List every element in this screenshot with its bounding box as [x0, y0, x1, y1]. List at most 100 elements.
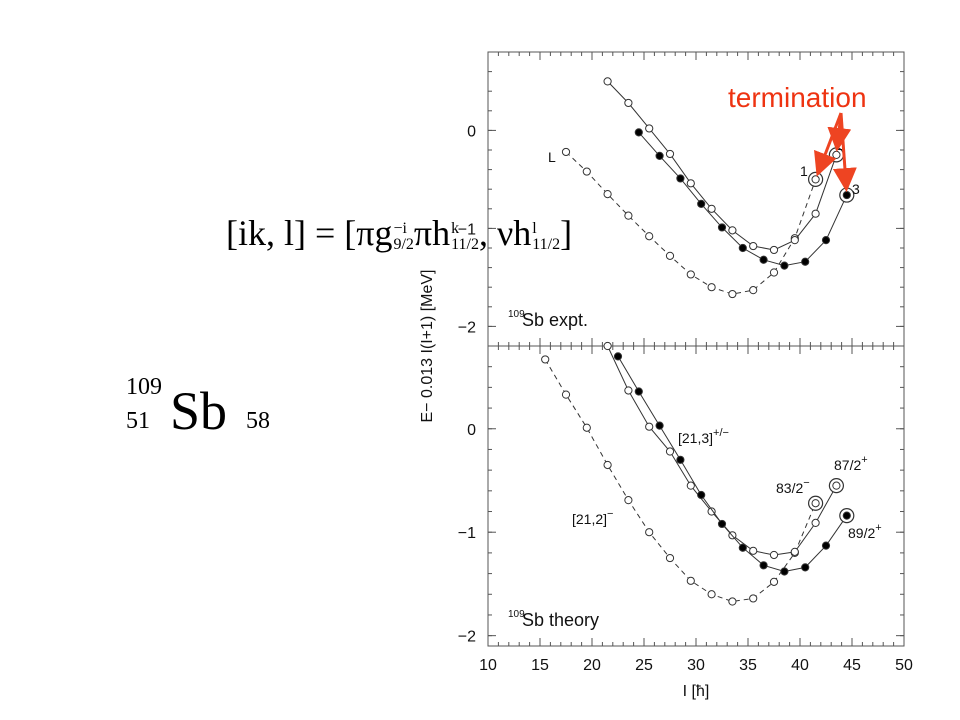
x-tick-label: 50 — [895, 657, 913, 674]
panel-label-mass: 109 — [508, 309, 525, 320]
data-point — [686, 179, 695, 188]
data-point — [686, 576, 695, 585]
nucleus-mass: 109 — [126, 374, 162, 400]
data-point — [645, 124, 654, 133]
band-label-1: 1 — [800, 163, 808, 179]
data-point — [624, 98, 633, 108]
data-point — [790, 547, 799, 556]
data-point — [769, 577, 779, 586]
data-point — [634, 128, 643, 137]
data-point — [717, 223, 727, 232]
state-label: [21,3]+/− — [678, 427, 729, 446]
x-tick-label: 15 — [531, 657, 549, 674]
nucleus-n: 58 — [246, 408, 270, 434]
formula-h-sup: k — [451, 219, 460, 237]
data-point — [686, 481, 695, 490]
data-point — [759, 255, 768, 264]
x-tick-label: 40 — [791, 657, 809, 674]
data-point — [717, 519, 727, 529]
x-tick-label: 35 — [739, 657, 757, 674]
data-point — [582, 423, 591, 432]
data-point — [749, 594, 758, 603]
data-point — [676, 455, 685, 464]
data-point — [738, 243, 747, 253]
series-line-solid-open — [607, 81, 837, 251]
data-point — [749, 286, 758, 295]
y-axis-label: E− 0.013 I(I+1) [MeV] — [419, 270, 436, 423]
data-point — [624, 211, 633, 220]
data-point — [697, 490, 706, 500]
data-point — [603, 77, 612, 86]
y-tick-label: −1 — [458, 221, 476, 238]
data-point — [665, 251, 675, 260]
nucleus-z: 51 — [126, 408, 150, 434]
x-tick-label: 45 — [843, 657, 861, 674]
formula-nu-h: νh — [496, 213, 532, 253]
arrow-to-band-3 — [832, 112, 857, 193]
formula-h-sub: 11/2 — [451, 235, 479, 253]
data-point — [665, 447, 675, 456]
data-point — [624, 496, 633, 505]
termination-marker-core — [832, 481, 841, 490]
formula-g-sub: 9/2 — [393, 235, 414, 253]
data-point — [686, 270, 695, 279]
data-point — [603, 190, 612, 199]
data-point — [655, 421, 664, 430]
state-label: [21,2]− — [572, 508, 613, 527]
data-point — [769, 245, 779, 255]
x-tick-label: 20 — [583, 657, 601, 674]
formula-nu-sub: 11/2 — [532, 235, 561, 253]
panel-label-mass: 109 — [508, 609, 525, 620]
data-point — [821, 236, 831, 245]
data-point — [603, 341, 612, 351]
data-point — [769, 550, 779, 560]
data-point — [645, 528, 654, 537]
termination-marker-core — [842, 190, 851, 200]
data-point — [707, 590, 716, 599]
band-label-3: 3 — [852, 181, 860, 197]
data-point — [613, 352, 623, 361]
data-point — [582, 167, 591, 176]
data-point — [728, 226, 737, 235]
data-point — [561, 390, 571, 399]
data-point — [697, 199, 706, 208]
data-point — [665, 553, 675, 563]
data-point — [811, 518, 820, 527]
panel-label: Sb expt. — [522, 310, 588, 330]
x-tick-label: 30 — [687, 657, 705, 674]
data-point — [707, 283, 716, 292]
data-point — [645, 422, 654, 431]
data-point — [561, 147, 571, 157]
data-point — [769, 268, 779, 277]
data-point — [749, 546, 758, 555]
nucleus-element: Sb — [170, 381, 228, 441]
state-label: 83/2− — [776, 477, 810, 496]
termination-annotation: termination — [728, 82, 867, 113]
data-point — [790, 236, 799, 245]
panel-label: Sb theory — [522, 610, 599, 630]
data-point — [676, 174, 685, 183]
data-point — [780, 261, 789, 270]
termination-marker-core — [811, 499, 820, 508]
data-point — [749, 241, 758, 251]
series-line-solid-filled — [617, 356, 848, 573]
formula-lhs: [ik, l] = [ — [226, 213, 357, 253]
data-point — [728, 597, 737, 606]
formula-pi-h: πh — [413, 213, 451, 253]
data-point — [655, 151, 664, 160]
data-point — [759, 561, 768, 570]
y-tick-label: −2 — [458, 319, 476, 336]
data-point — [541, 355, 550, 364]
termination-marker-core — [811, 175, 820, 184]
formula-g-sup: −i — [393, 219, 407, 237]
data-point — [634, 387, 643, 396]
data-point — [738, 543, 747, 552]
y-tick-label: 0 — [467, 422, 476, 439]
formula-pi-g: πg — [356, 213, 393, 253]
y-tick-label: −2 — [458, 629, 476, 646]
data-point — [821, 541, 831, 550]
y-tick-label: 0 — [467, 123, 476, 140]
x-axis-label: I [ħ] — [683, 683, 710, 700]
